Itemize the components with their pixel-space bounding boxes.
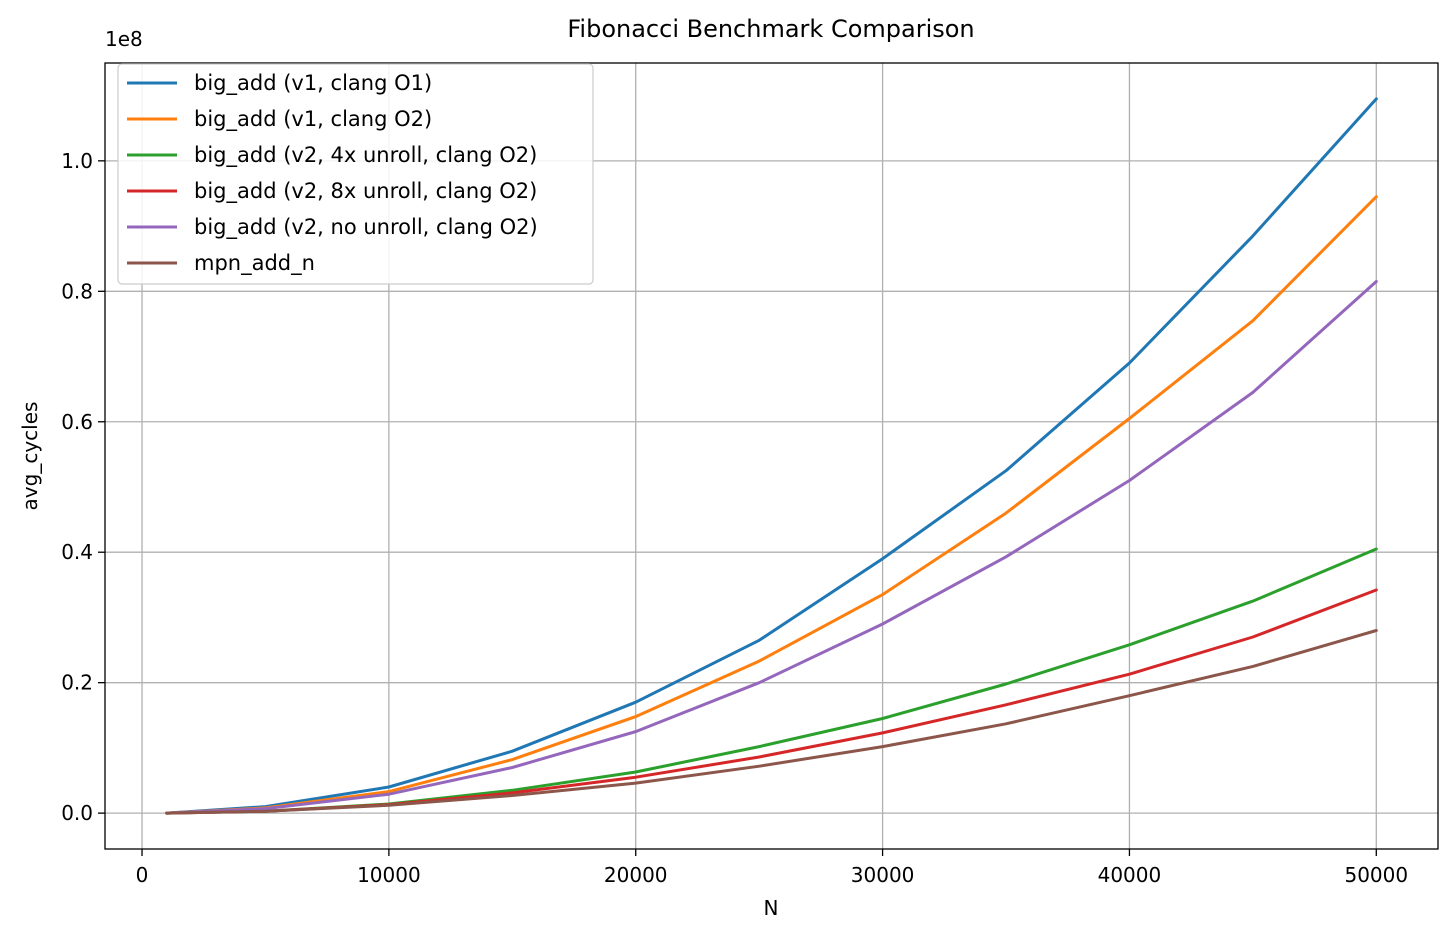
- y-tick-label: 1.0: [61, 149, 93, 173]
- legend-box: [117, 63, 594, 285]
- y-tick-label: 0.6: [61, 410, 93, 434]
- series-line: [165, 629, 1378, 815]
- plot-frame: [104, 62, 1439, 850]
- x-tick-label: 0: [136, 863, 149, 887]
- legend-entry: big_add (v2, no unroll, clang O2): [194, 215, 538, 240]
- x-tick-label: 10000: [357, 863, 421, 887]
- legend-entry: mpn_add_n: [194, 251, 315, 276]
- chart-title: Fibonacci Benchmark Comparison: [567, 15, 974, 43]
- y-axis-label: avg_cycles: [18, 402, 42, 511]
- x-tick-label: 40000: [1098, 863, 1162, 887]
- y-tick-label: 0.4: [61, 540, 93, 564]
- legend-entry: big_add (v1, clang O1): [194, 71, 432, 96]
- series-line: [165, 97, 1378, 815]
- y-offset-label: 1e8: [105, 27, 143, 51]
- x-tick-label: 30000: [851, 863, 915, 887]
- y-tick-label: 0.0: [61, 801, 93, 825]
- x-tick-label: 20000: [604, 863, 668, 887]
- series-line: [165, 195, 1378, 815]
- x-tick-label: 50000: [1344, 863, 1408, 887]
- gridlines: [105, 63, 1438, 849]
- series-line: [165, 280, 1378, 815]
- x-axis: 0 10000 20000 30000 40000 50000: [136, 849, 1408, 887]
- legend-entry: big_add (v2, 4x unroll, clang O2): [194, 143, 537, 168]
- y-tick-label: 0.8: [61, 279, 93, 303]
- y-axis: 0.0 0.2 0.4 0.6 0.8 1.0: [61, 149, 105, 825]
- legend: big_add (v1, clang O1) big_add (v1, clang…: [117, 63, 594, 285]
- legend-entry: big_add (v2, 8x unroll, clang O2): [194, 179, 537, 204]
- legend-entry: big_add (v1, clang O2): [194, 107, 432, 132]
- series-lines: [165, 97, 1378, 815]
- y-tick-label: 0.2: [61, 671, 93, 695]
- x-axis-label: N: [764, 896, 779, 920]
